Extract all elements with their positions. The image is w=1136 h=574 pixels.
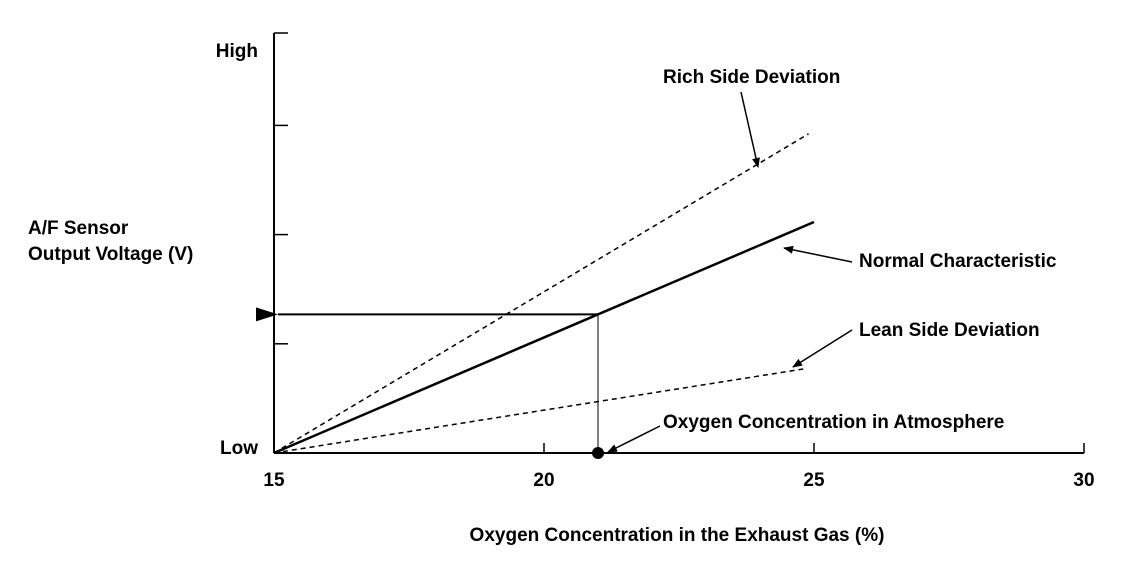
rich-side-label: Rich Side Deviation — [663, 67, 840, 88]
x-tick-label-25: 25 — [803, 470, 825, 491]
lean-side-label-pointer — [792, 329, 853, 368]
lean-side-label: Lean Side Deviation — [859, 320, 1040, 341]
normal-label-pointer — [783, 245, 853, 263]
y-tick-label-high: High — [216, 41, 258, 62]
series-rich-side-deviation — [273, 133, 809, 454]
y-axis-label-line-1: A/F Sensor — [28, 218, 129, 239]
x-tick-label-20: 20 — [533, 470, 554, 491]
atmosphere-label: Oxygen Concentration in Atmosphere — [663, 412, 1004, 433]
atmosphere-marker-dot — [592, 447, 604, 459]
axes — [273, 33, 1084, 454]
series-normal-characteristic — [273, 220, 815, 455]
x-tick-label-30: 30 — [1073, 470, 1094, 491]
y-tick-label-low: Low — [220, 438, 258, 459]
rich-side-label-pointer — [740, 91, 760, 168]
normal-label: Normal Characteristic — [859, 251, 1057, 272]
series-lean-side-deviation — [273, 368, 804, 454]
x-tick-label-15: 15 — [263, 470, 285, 491]
series-layer — [273, 133, 815, 455]
atmosphere-label-pointer — [607, 425, 661, 453]
ticks: 15 20 25 30 — [263, 32, 1095, 491]
y-axis-label-line-2: Output Voltage (V) — [28, 244, 193, 265]
annotation-layer: Rich Side Deviation Normal Characteristic… — [256, 67, 1057, 459]
x-axis-label: Oxygen Concentration in the Exhaust Gas … — [470, 525, 885, 546]
